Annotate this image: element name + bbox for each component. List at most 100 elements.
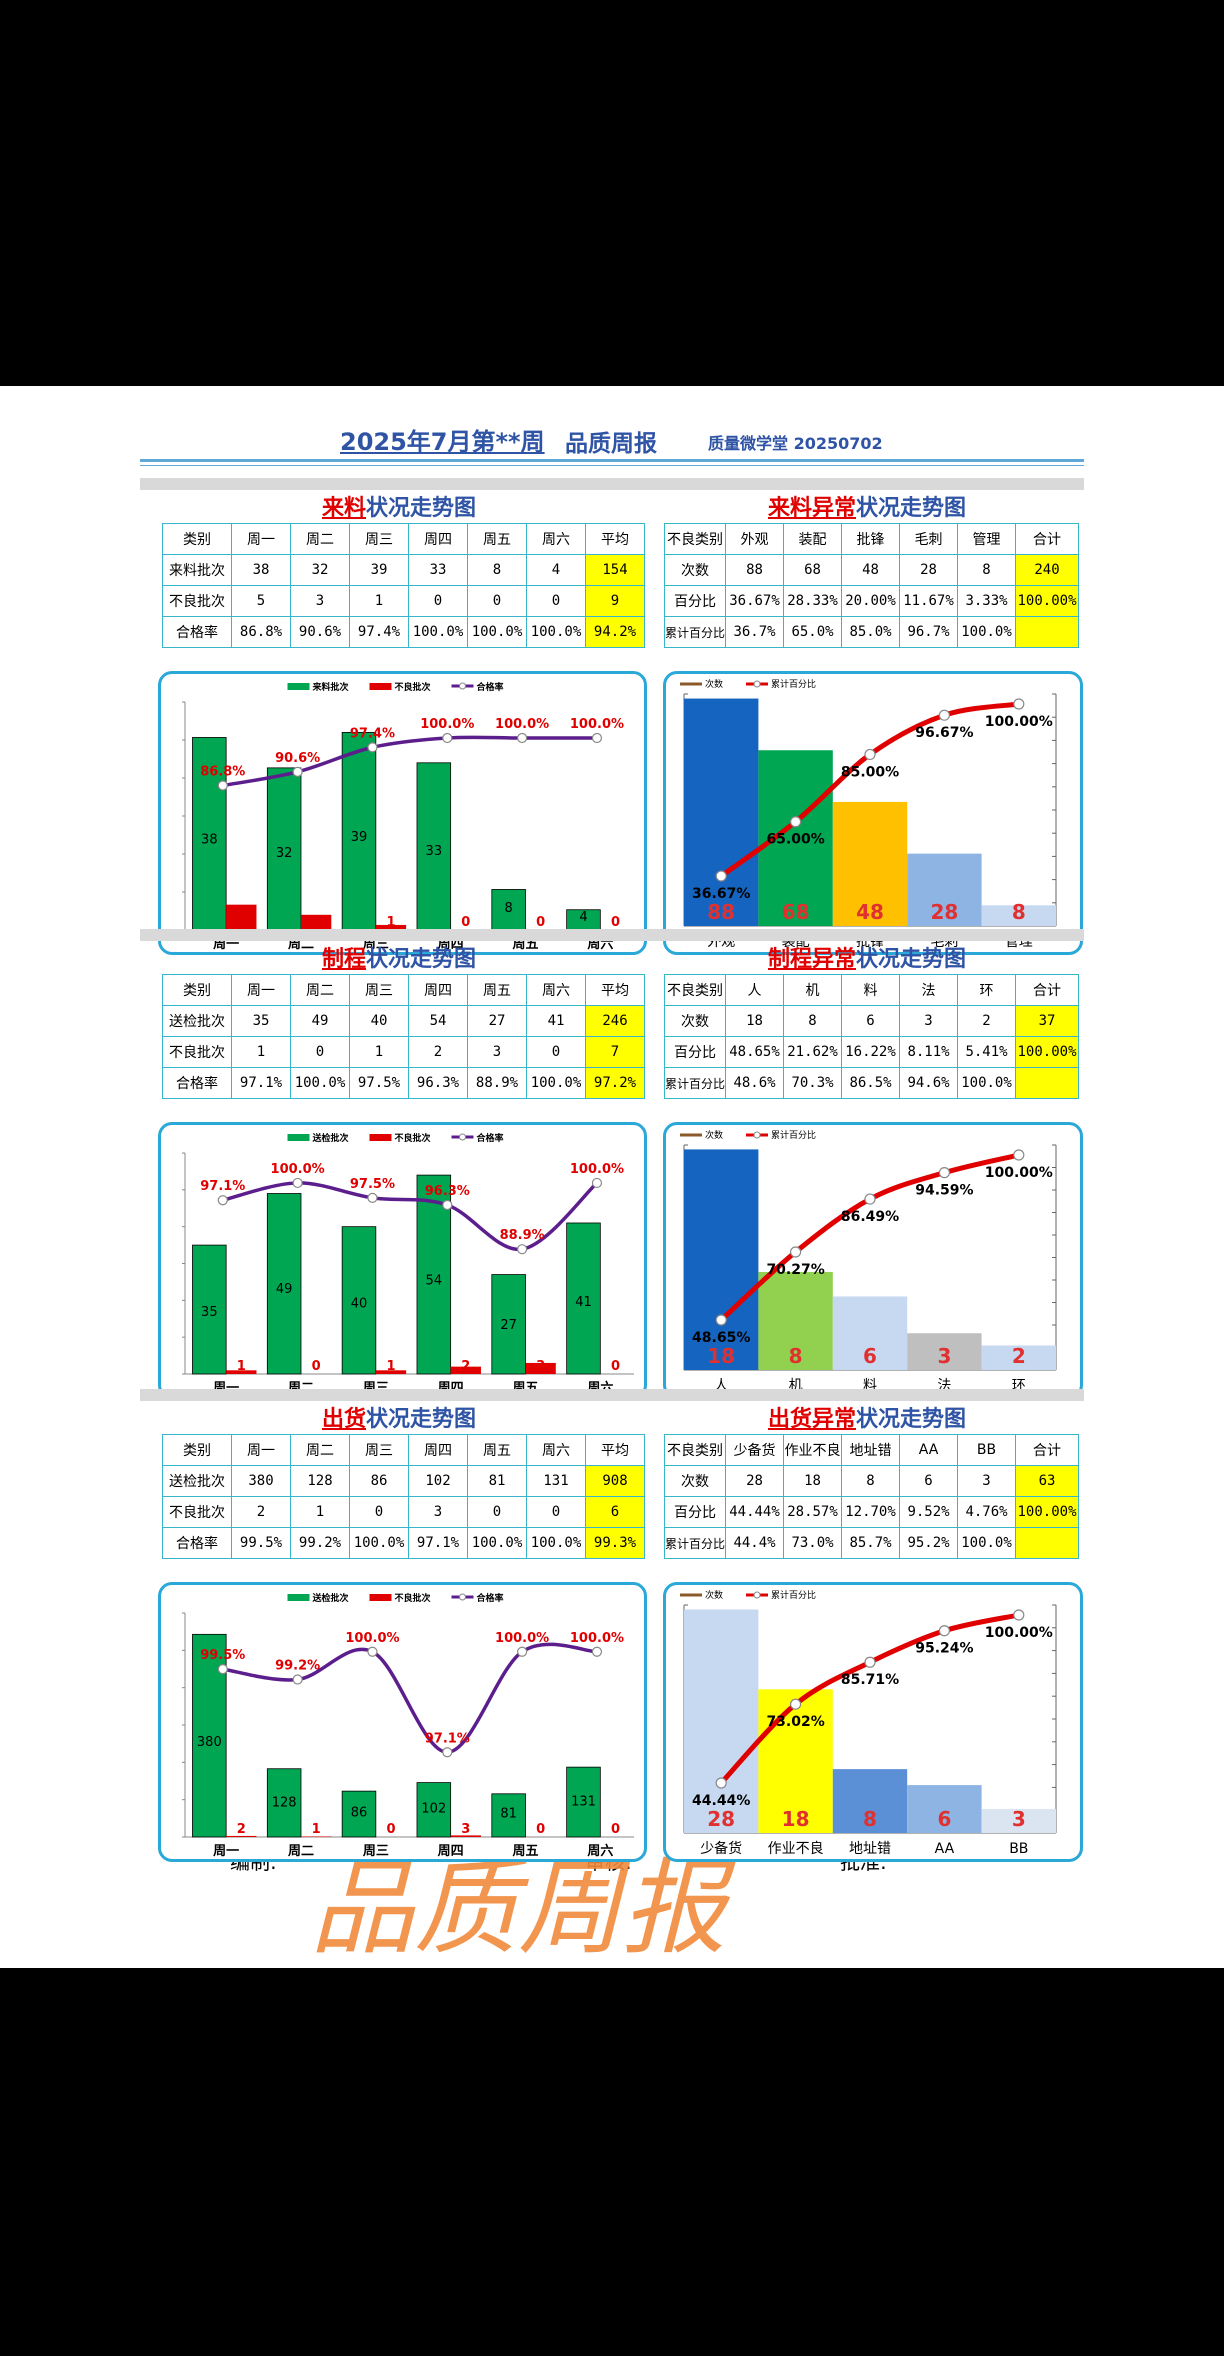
section-title-rest: 状况走势图 (366, 947, 477, 972)
report-org: 质量微学堂 20250702 (708, 434, 883, 453)
table-cell: 97.1% (231, 1067, 291, 1099)
trend-chart: 送检批次不良批次合格率351周一490周二401周三542周四273周五410周… (158, 1122, 647, 1399)
table-cell: 54 (408, 1005, 468, 1037)
table-cell: 0 (526, 1496, 586, 1528)
table-cell: 0 (349, 1496, 409, 1528)
x-tick-label: 周五 (512, 1844, 538, 1859)
chart-canvas: 送检批次 不良批次 合格率 380 2 周一 128 1 周二 86 0 周三 102 3 周四 81 0 周五 1… (182, 1592, 634, 1859)
bar-defect (375, 1370, 407, 1374)
table-header-cell: 装配 (783, 523, 843, 555)
bar-value-label: 28 (930, 900, 958, 924)
bar-main (491, 1793, 526, 1838)
cumulative-label: 44.44% (692, 1793, 750, 1809)
legend-label: 次数 (705, 678, 723, 690)
table-cell: 44.4% (725, 1527, 785, 1559)
rate-label: 100.0% (495, 717, 549, 732)
table-cell: 3 (467, 1036, 527, 1068)
pareto-bar (684, 1149, 759, 1370)
section-band (140, 478, 1084, 490)
x-tick-label: 作业不良 (768, 1841, 824, 1857)
table-header-cell: 周四 (408, 523, 468, 555)
rate-point (292, 1177, 303, 1189)
table-cell: 36.67% (725, 585, 785, 617)
defect-value-label: 2 (237, 1822, 246, 1837)
report-header: 2025年7月第**周 品质周报 质量微学堂 20250702 (140, 422, 1084, 462)
x-tick-label: 周四 (438, 1844, 464, 1859)
bar-value-label: 8 (789, 1344, 803, 1368)
bar-value-label: 54 (426, 1273, 443, 1288)
cumulative-label: 100.00% (985, 714, 1053, 730)
legend-label: 累计百分比 (771, 1129, 816, 1141)
table-header-cell: 类别 (162, 523, 232, 555)
table-cell: 85.7% (841, 1527, 901, 1559)
table-cell: 246 (585, 1005, 645, 1037)
legend-marker (753, 1131, 761, 1139)
table-cell: 96.7% (899, 616, 959, 648)
rate-label: 100.0% (570, 1162, 624, 1177)
table-cell: 97.2% (585, 1067, 645, 1099)
section-title-rest: 状况走势图 (366, 496, 477, 521)
rate-point (517, 732, 528, 744)
table-cell: 100.00% (1015, 1036, 1080, 1068)
table-header-cell: 管理 (957, 523, 1017, 555)
table-cell: 次数 (663, 1005, 727, 1037)
table-cell: 9.52% (899, 1496, 959, 1528)
table-cell: 百分比 (663, 1496, 727, 1528)
legend-label: 累计百分比 (771, 1589, 816, 1601)
table-row: 次数 18 8 6 3 2 37 (663, 1005, 1080, 1037)
table-cell: 合格率 (162, 1067, 232, 1099)
table-cell: 2 (408, 1036, 468, 1068)
legend-label: 合格率 (477, 1592, 504, 1604)
section-title-keyword: 出货 (322, 1407, 367, 1432)
table-cell: 380 (231, 1465, 291, 1497)
legend-marker (459, 682, 466, 690)
rate-label: 100.0% (345, 1631, 399, 1646)
cumulative-label: 95.24% (915, 1641, 973, 1657)
table-cell: 73.0% (783, 1527, 843, 1559)
table-cell: 0 (526, 585, 586, 617)
table-cell: 28 (899, 554, 959, 586)
legend-label: 来料批次 (312, 681, 349, 693)
table-cell: 21.62% (783, 1036, 843, 1068)
defect-value-label: 0 (536, 915, 545, 930)
bar-value-label: 81 (500, 1807, 517, 1822)
table-cell: 11.67% (899, 585, 959, 617)
abnormal-title: 出货异常状况走势图 (768, 1401, 966, 1433)
stamp-text: 品质周报 (310, 1847, 737, 1966)
bar-defect (300, 914, 332, 930)
bar-value-label: 6 (863, 1344, 877, 1368)
rate-label: 100.0% (420, 717, 474, 732)
bar-main (416, 1782, 452, 1838)
table-cell: 100.0% (349, 1527, 409, 1559)
legend-swatch (369, 1594, 392, 1601)
table-cell: 0 (408, 585, 468, 617)
table-cell: 16.22% (841, 1036, 901, 1068)
table-header-cell: 类别 (162, 1434, 232, 1466)
chart-canvas: 送检批次不良批次合格率351周一490周二401周三542周四273周五410周… (182, 1132, 634, 1396)
table-header-cell: 周三 (349, 974, 409, 1006)
x-tick-label: 周二 (288, 1844, 314, 1859)
report-title: 2025年7月第**周 (340, 428, 545, 456)
table-row: 合格率 99.5% 99.2% 100.0% 97.1% 100.0% 100.0% 99.3… (162, 1527, 645, 1559)
section-title: 制程状况走势图 (322, 941, 476, 973)
bar-main (491, 889, 526, 931)
pareto-bar (907, 1333, 982, 1370)
table-header-row: 不良类别 少备货 作业不良 地址错 AA BB 合计 (663, 1434, 1080, 1466)
table-cell: 94.2% (585, 616, 645, 648)
pareto-bar (981, 905, 1056, 926)
table-header-cell: 周二 (290, 974, 350, 1006)
rate-point (517, 1244, 528, 1255)
pareto-bar (832, 801, 908, 926)
cumulative-label: 100.00% (985, 1165, 1053, 1181)
table-header-cell: 周四 (408, 1434, 468, 1466)
table-cell: 41 (526, 1005, 586, 1037)
table-cell: 0 (290, 1036, 350, 1068)
abnormal-table: 不良类别 少备货 作业不良 地址错 AA BB 合计 次数 28 18 8 6 3 63 百分比 44.44%… (663, 1434, 1080, 1559)
table-header-cell: BB (957, 1434, 1017, 1466)
table-cell: 33 (408, 554, 468, 586)
bar-value-label: 40 (351, 1297, 368, 1312)
table-cell: 100.0% (526, 1527, 586, 1559)
legend-swatch (369, 1134, 392, 1141)
pareto-bar (758, 1271, 833, 1370)
rate-label: 88.9% (500, 1228, 545, 1243)
